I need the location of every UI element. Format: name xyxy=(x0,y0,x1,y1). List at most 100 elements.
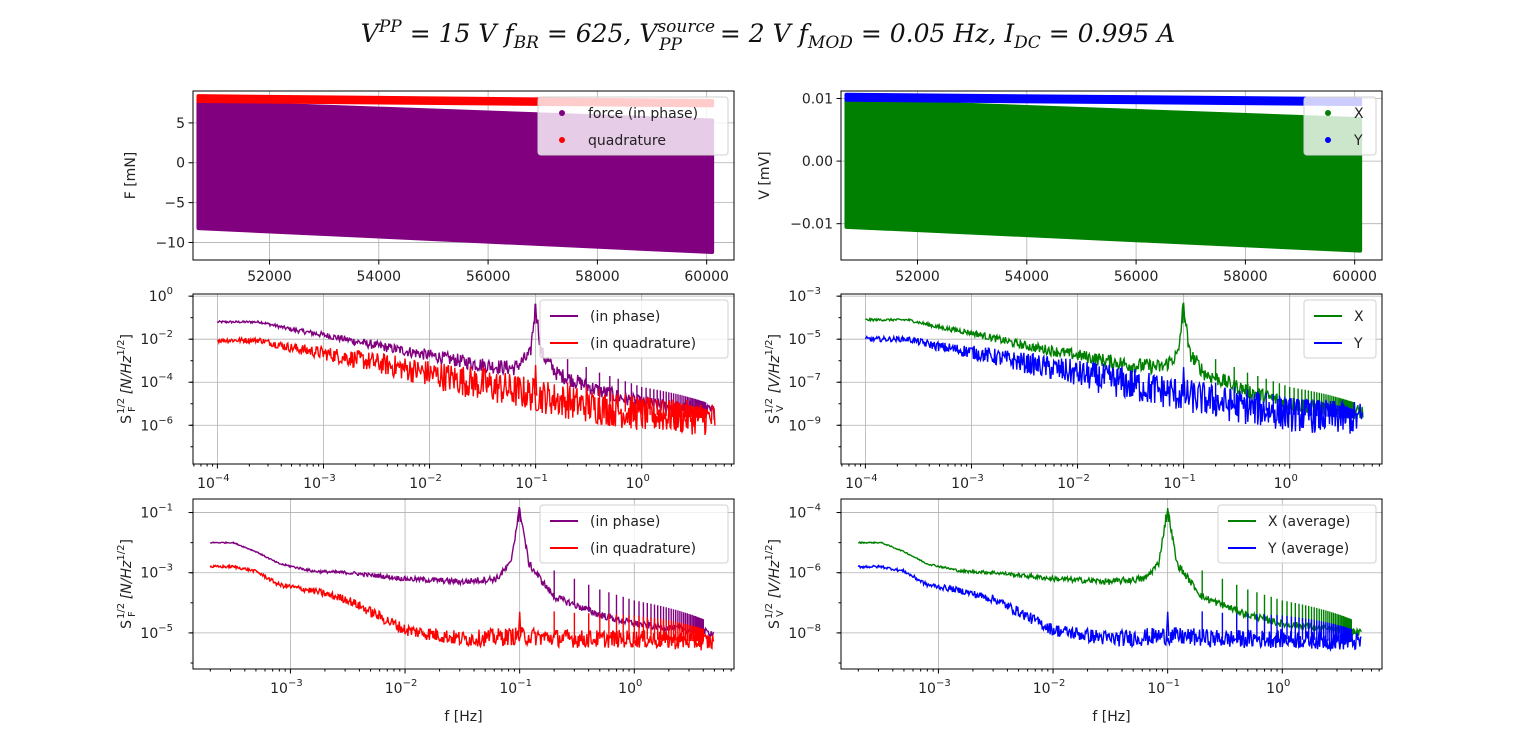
y-tick-label: 0.01 xyxy=(802,92,833,108)
axes-frame xyxy=(192,498,735,670)
axes-frame xyxy=(840,498,1383,670)
x-tick-label: 10−2 xyxy=(385,678,418,697)
axes-frame xyxy=(840,90,1383,261)
legend-label: Y (average) xyxy=(1267,541,1349,557)
legend-label: X xyxy=(1354,309,1364,325)
x-tick-label: 52000 xyxy=(895,269,940,285)
legend-box xyxy=(539,504,729,564)
y-tick-label: 10−8 xyxy=(788,623,821,642)
legend: (in phase) (in quadrature) xyxy=(539,299,729,359)
legend-marker xyxy=(559,137,565,143)
axes-frame xyxy=(192,90,735,261)
x-tick-label: 10−4 xyxy=(197,473,230,492)
x-axis-label: f [Hz] xyxy=(1092,709,1130,725)
x-tick-label: 56000 xyxy=(466,269,511,285)
x-tick-label: 10−3 xyxy=(951,473,984,492)
legend-box xyxy=(539,299,729,359)
legend: XY xyxy=(1303,96,1377,156)
plot-area xyxy=(209,506,715,651)
y-axis-label: S1/2F[N/Hz1/2] xyxy=(116,539,138,629)
legend: force (in phase) quadrature xyxy=(537,96,729,156)
y-axis-label: F [mN] xyxy=(123,152,139,200)
y-tick-label: −10 xyxy=(155,235,185,251)
x-tick-label: 100 xyxy=(626,473,650,492)
y-tick-label: 100 xyxy=(149,286,173,305)
x-tick-label: 100 xyxy=(1274,473,1298,492)
legend-label: quadrature xyxy=(588,133,666,149)
x-tick-label: 54000 xyxy=(357,269,402,285)
y-tick-label: 10−7 xyxy=(788,372,821,391)
x-tick-label: 100 xyxy=(1266,678,1290,697)
y-tick-label: 5 xyxy=(176,116,185,132)
legend: (in phase) (in quadrature) xyxy=(539,504,729,564)
x-tick-label: 58000 xyxy=(575,269,620,285)
legend-box xyxy=(1303,299,1377,359)
y-tick-label: 10−1 xyxy=(140,503,173,522)
x-tick-label: 10−2 xyxy=(409,473,442,492)
y-axis-label: V [mV] xyxy=(757,151,773,199)
series-blue-line xyxy=(864,334,1364,434)
plot-area xyxy=(864,302,1364,434)
panel-p5: 10−3 10−2 10−1 10010−510−310−1S1/2F[N/Hz1/2… xyxy=(116,498,735,725)
y-axis-label: S1/2F[N/Hz1/2] xyxy=(116,334,138,424)
plot-area xyxy=(857,507,1362,653)
x-tick-label: 10−2 xyxy=(1033,678,1066,697)
y-tick-label: 10−3 xyxy=(788,286,821,305)
series-purple-line xyxy=(209,506,715,638)
legend-marker xyxy=(1325,110,1331,116)
x-tick-label: 52000 xyxy=(247,269,292,285)
legend-marker xyxy=(559,110,565,116)
legend-label: (in phase) xyxy=(590,514,660,530)
axes-frame xyxy=(192,293,735,465)
y-tick-label: 10−2 xyxy=(140,329,173,348)
legend-label: X xyxy=(1354,106,1364,122)
legend-box xyxy=(1303,96,1377,156)
legend: X (average) Y (average) xyxy=(1217,504,1377,564)
y-tick-label: −5 xyxy=(164,196,185,212)
legend-label: (in quadrature) xyxy=(590,336,696,352)
x-tick-label: 60000 xyxy=(1332,269,1377,285)
panel-p3: 10−4 10−3 10−2 10−1 100 10−6 10−4 10−2 100 S1/2F[… xyxy=(116,286,735,492)
y-tick-label: 10−3 xyxy=(140,563,173,582)
y-tick-label: 10−4 xyxy=(140,372,173,391)
series-green-band xyxy=(844,98,1363,253)
x-tick-label: 56000 xyxy=(1114,269,1159,285)
x-tick-label: 60000 xyxy=(684,269,729,285)
x-tick-label: 10−1 xyxy=(1147,678,1180,697)
x-tick-label: 10−3 xyxy=(270,678,303,697)
x-tick-label: 100 xyxy=(618,678,642,697)
legend: XY xyxy=(1303,299,1377,359)
legend-label: X (average) xyxy=(1268,514,1350,530)
panel-p2: 52000 54000 56000 58000 60000 −0.01 0.00 0.01 V … xyxy=(757,90,1383,285)
series-blue-line xyxy=(857,564,1362,653)
y-tick-label: 0.00 xyxy=(802,154,833,170)
legend-box xyxy=(1217,504,1377,564)
legend-marker xyxy=(1325,137,1331,143)
x-tick-label: 54000 xyxy=(1005,269,1050,285)
y-tick-label: 10−9 xyxy=(788,415,821,434)
series-red-line xyxy=(217,335,716,436)
y-tick-label: 0 xyxy=(176,156,185,172)
x-tick-label: 10−3 xyxy=(303,473,336,492)
y-tick-label: 10−6 xyxy=(788,563,821,582)
panel-p1: 52000 54000 56000 58000 60000 −10 −5 0 5 F [mN] fo… xyxy=(123,90,735,285)
axes-frame xyxy=(840,293,1383,465)
x-tick-label: 10−1 xyxy=(499,678,532,697)
x-tick-label: 10−4 xyxy=(845,473,878,492)
legend-label: Y xyxy=(1353,133,1363,149)
series-green-line xyxy=(858,507,1362,638)
x-tick-label: 58000 xyxy=(1223,269,1268,285)
panel-p4: 10−4 10−3 10−2 10−1 100 10−9 10−7 10−5 10−3 S1/2V… xyxy=(764,286,1383,492)
x-axis-label: f [Hz] xyxy=(444,709,482,725)
y-tick-label: 10−5 xyxy=(788,329,821,348)
y-axis-label: S1/2V[V/Hz1/2] xyxy=(764,539,786,629)
x-tick-label: 10−3 xyxy=(918,678,951,697)
legend-label: Y xyxy=(1353,336,1363,352)
legend-label: (in quadrature) xyxy=(590,541,696,557)
x-tick-label: 10−2 xyxy=(1057,473,1090,492)
legend-label: force (in phase) xyxy=(588,106,698,122)
legend-label: (in phase) xyxy=(590,309,660,325)
x-tick-label: 10−1 xyxy=(1163,473,1196,492)
legend-box xyxy=(537,96,729,156)
